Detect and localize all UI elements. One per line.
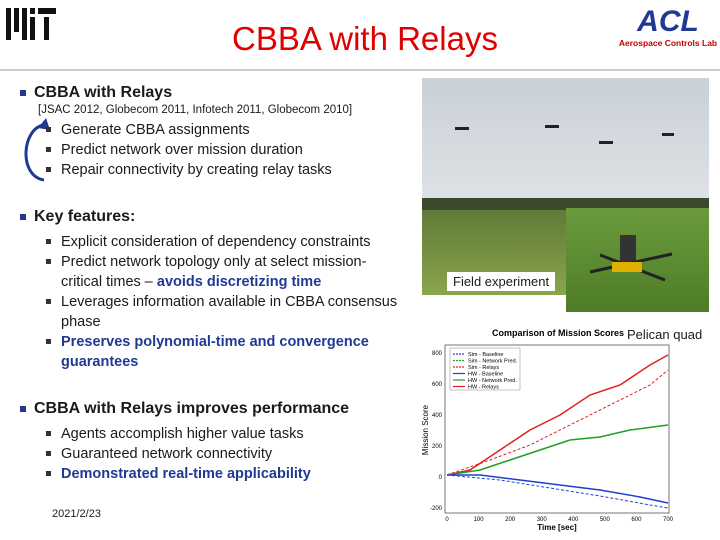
bullet: Explicit consideration of dependency con…: [44, 232, 404, 252]
bullet-text: Predict network topology only at select …: [61, 254, 367, 290]
bullet: Predict network topology only at select …: [44, 252, 404, 292]
bullet: Predict network over mission duration: [44, 140, 404, 160]
section-heading: CBBA with Relays: [18, 84, 418, 102]
section: CBBA with Relays improves performance Age…: [18, 400, 418, 484]
cycle-arrow: [24, 123, 45, 182]
highlight-text: avoids discretizing time: [156, 274, 322, 290]
bullet-text: Generate CBBA assignments: [61, 122, 250, 138]
bullet-list: Agents accomplish higher value tasks Guar…: [44, 424, 404, 484]
mit-logo: [6, 8, 56, 40]
bullet-text: Repair connectivity by creating relay ta…: [61, 162, 332, 178]
slide-title: CBBA with Relays: [232, 20, 498, 57]
lab-logo-text: ACL: [637, 5, 699, 38]
bullet: Repair connectivity by creating relay ta…: [44, 160, 404, 180]
bullet-text: Guaranteed network connectivity: [61, 446, 273, 462]
section: Key features: Explicit consideration of d…: [18, 208, 418, 372]
section-heading: Key features:: [18, 208, 418, 226]
date: 2021/2/23: [52, 508, 101, 520]
field-caption: Field experiment: [447, 272, 556, 291]
bullet-list: Explicit consideration of dependency con…: [44, 232, 404, 372]
bullet: Generate CBBA assignments: [44, 120, 404, 140]
bullet: Guaranteed network connectivity: [44, 444, 404, 464]
bullet-text: Predict network over mission duration: [61, 142, 303, 158]
pelican-caption: Pelican quad: [621, 325, 709, 344]
bullet-text: Explicit consideration of dependency con…: [61, 234, 371, 250]
bullet: Demonstrated real-time applicability: [44, 464, 404, 484]
bullet: Agents accomplish higher value tasks: [44, 424, 404, 444]
lab-name: Aerospace Controls Lab: [618, 38, 718, 48]
bullet: Leverages information available in CBBA …: [44, 292, 404, 332]
highlight-text: Preserves polynomial-time and convergenc…: [61, 334, 369, 370]
plot-frame: [444, 344, 670, 514]
highlight-text: Demonstrated real-time applicability: [61, 466, 311, 482]
bullet-list: Generate CBBA assignments Predict network…: [44, 120, 404, 180]
lab-logo: ACL Aerospace Controls Lab: [618, 5, 718, 49]
pelican-photo: [566, 208, 709, 312]
section: CBBA with Relays [JSAC 2012, Globecom 201…: [18, 84, 418, 180]
bullet-text: Leverages information available in CBBA …: [61, 294, 398, 330]
bullet: Preserves polynomial-time and convergenc…: [44, 332, 404, 372]
bullet-text: Agents accomplish higher value tasks: [61, 426, 304, 442]
section-heading: CBBA with Relays improves performance: [18, 400, 418, 418]
citation: [JSAC 2012, Globecom 2011, Infotech 2011…: [38, 104, 353, 116]
